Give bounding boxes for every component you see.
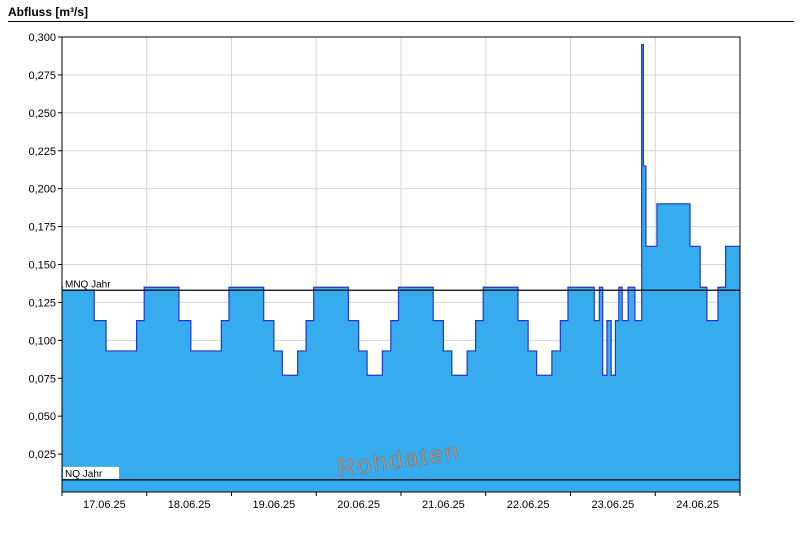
x-tick-label: 24.06.25 [676, 499, 719, 511]
y-tick-label: 0,250 [28, 108, 56, 120]
x-tick-label: 19.06.25 [252, 499, 295, 511]
mnq-label: MNQ Jahr [65, 279, 111, 290]
y-tick-label: 0,150 [28, 260, 56, 272]
y-tick-label: 0,025 [28, 449, 56, 461]
y-tick-label: 0,100 [28, 335, 56, 347]
nq-label-bg [63, 466, 119, 479]
y-tick-label: 0,275 [28, 70, 56, 82]
nq-label: NQ Jahr [65, 469, 103, 480]
x-tick-label: 17.06.25 [83, 499, 126, 511]
x-tick-label: 23.06.25 [591, 499, 634, 511]
x-tick-label: 22.06.25 [507, 499, 550, 511]
discharge-outline [62, 43, 740, 376]
y-tick-label: 0,175 [28, 222, 56, 234]
mnq-label-bg [63, 277, 119, 290]
y-tick-label: 0,050 [28, 411, 56, 423]
chart-title: Abfluss [m³/s] [8, 5, 89, 19]
y-tick-label: 0,300 [28, 32, 56, 44]
y-tick-label: 0,200 [28, 184, 56, 196]
discharge-area [62, 44, 740, 492]
title-divider [8, 21, 794, 22]
y-tick-label: 0,125 [28, 297, 56, 309]
x-tick-label: 20.06.25 [337, 499, 380, 511]
x-tick-label: 21.06.25 [422, 499, 465, 511]
y-tick-label: 0,225 [28, 146, 56, 158]
x-tick-label: 18.06.25 [168, 499, 211, 511]
y-tick-label: 0,075 [28, 373, 56, 385]
